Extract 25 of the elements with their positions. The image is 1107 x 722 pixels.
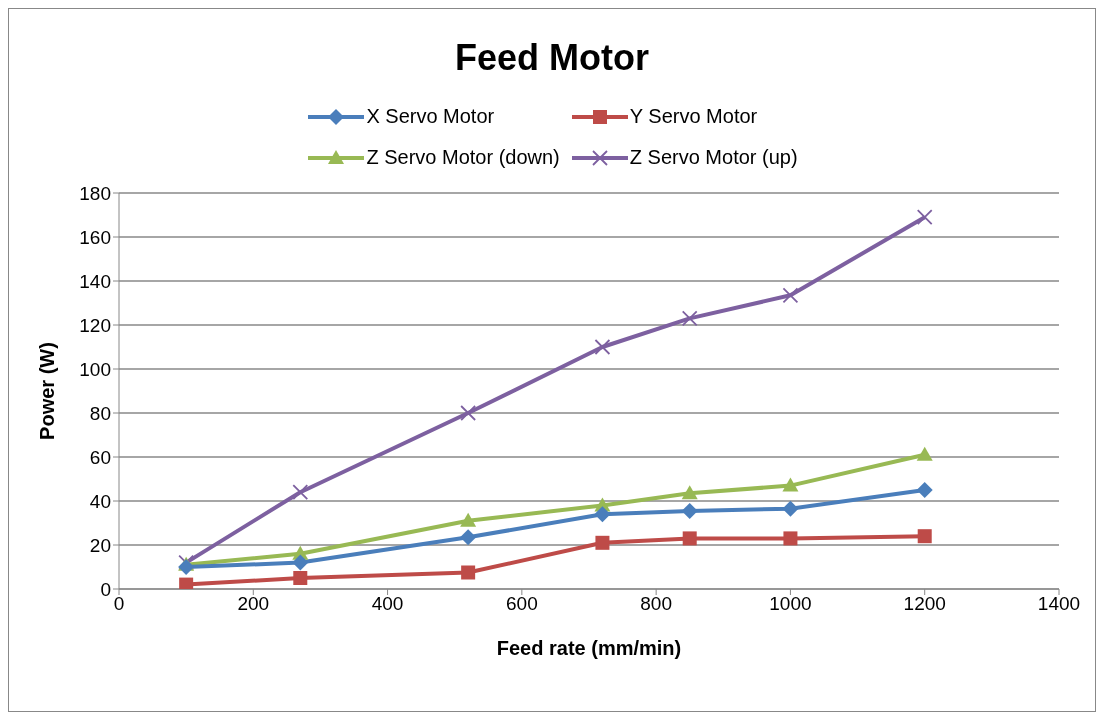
- y-tick-label: 0: [100, 578, 111, 600]
- y-tick-label: 40: [89, 490, 111, 512]
- chart-title: Feed Motor: [454, 37, 650, 79]
- legend-label: Y Servo Motor: [629, 105, 758, 128]
- legend-label: Z Servo Motor (up): [629, 146, 798, 169]
- y-tick-label: 20: [89, 534, 111, 556]
- x-tick-label: 1400: [1037, 593, 1081, 615]
- y-tick-label: 120: [79, 314, 111, 336]
- x-tick-label: 0: [113, 593, 125, 615]
- x-tick-label: 200: [237, 593, 270, 615]
- y-tick-label: 100: [79, 358, 111, 380]
- x-tick-label: 800: [640, 593, 672, 615]
- legend-label: X Servo Motor: [366, 105, 495, 128]
- x-tick-label: 600: [506, 593, 538, 615]
- x-axis-title: Feed rate (mm/min): [496, 637, 682, 659]
- y-tick-label: 140: [79, 270, 111, 292]
- x-tick-label: 1000: [769, 593, 812, 615]
- legend-label: Z Servo Motor (down): [366, 146, 560, 169]
- y-tick-label: 160: [79, 226, 111, 248]
- y-tick-label: 80: [89, 402, 111, 424]
- y-tick-label: 180: [79, 182, 111, 204]
- x-tick-label: 400: [371, 593, 404, 615]
- y-tick-label: 60: [89, 446, 111, 468]
- y-axis-title: Power (W): [36, 342, 59, 440]
- x-tick-label: 1200: [903, 593, 946, 615]
